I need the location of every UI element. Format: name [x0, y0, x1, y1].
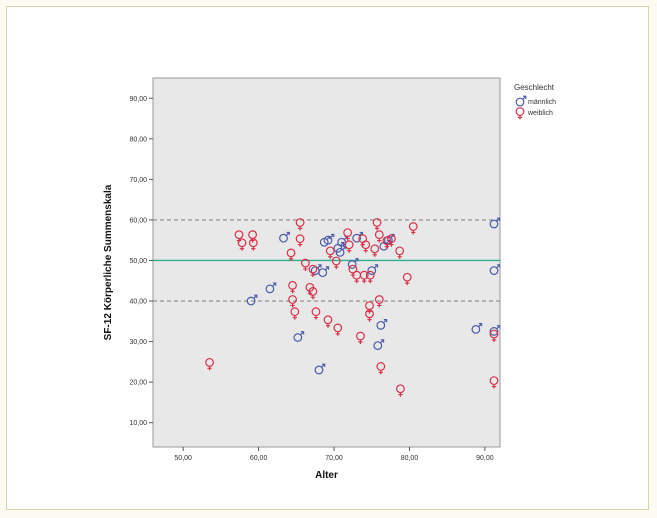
x-tick-label: 60,00 — [250, 455, 268, 462]
female-data-point — [365, 301, 374, 314]
male-data-point — [489, 264, 501, 276]
female-data-point — [361, 240, 371, 253]
female-data-point — [386, 234, 396, 247]
female-data-point — [370, 244, 380, 257]
female-data-point — [396, 384, 405, 397]
female-data-point — [408, 222, 418, 235]
female-data-point — [359, 270, 369, 284]
legend: Geschlecht männlich weiblich — [514, 83, 556, 120]
legend-entry-label: weiblich — [527, 110, 553, 117]
male-data-point — [318, 266, 330, 278]
male-data-point — [471, 323, 483, 334]
male-data-point — [347, 258, 359, 269]
female-data-point — [311, 307, 321, 320]
female-data-point — [288, 280, 297, 294]
male-data-point — [246, 294, 258, 306]
data-points — [205, 217, 501, 397]
female-data-point — [248, 238, 258, 251]
plot-area — [152, 77, 501, 448]
female-data-point — [402, 272, 412, 286]
female-data-point — [308, 264, 318, 278]
legend-entries: männlich weiblich — [515, 95, 556, 120]
axes: 10,00 20,00 30,00 40,00 50,00 60,00 70,00 80,00… — [129, 96, 493, 462]
y-tick-label: 60,00 — [129, 217, 147, 224]
y-tick-label: 30,00 — [129, 339, 147, 346]
female-data-point — [290, 307, 300, 320]
x-tick-label: 90,00 — [476, 455, 494, 462]
y-tick-label: 70,00 — [129, 177, 147, 184]
y-tick-label: 50,00 — [129, 258, 147, 265]
female-data-point — [295, 234, 305, 247]
male-data-point — [352, 231, 364, 243]
female-data-point — [376, 362, 386, 375]
male-data-point — [265, 282, 277, 294]
female-data-point — [325, 246, 335, 259]
female-data-point — [300, 258, 310, 272]
female-data-point — [343, 228, 353, 241]
female-data-point — [365, 270, 375, 284]
female-data-point — [382, 236, 392, 249]
female-data-point — [333, 323, 343, 336]
x-tick-label: 70,00 — [325, 455, 343, 462]
female-data-point — [489, 329, 499, 342]
y-tick-label: 20,00 — [129, 380, 147, 387]
female-data-point — [308, 287, 318, 300]
female-data-point — [286, 248, 296, 261]
y-axis-title: SF-12 Körperliche Summenskala — [103, 184, 114, 340]
male-data-point — [314, 363, 326, 375]
female-data-point — [205, 357, 214, 371]
male-data-point — [489, 217, 501, 229]
male-data-point — [279, 231, 290, 243]
y-tick-label: 10,00 — [129, 420, 147, 427]
male-data-point — [367, 264, 379, 276]
male-data-point — [376, 319, 388, 330]
male-data-point — [373, 339, 385, 351]
female-data-point — [295, 218, 305, 231]
female-data-point — [331, 256, 341, 269]
female-data-point — [395, 246, 405, 259]
female-data-point — [344, 240, 354, 253]
x-tick-label: 80,00 — [401, 455, 419, 462]
female-data-point — [323, 315, 333, 328]
y-tick-label: 40,00 — [129, 299, 147, 306]
male-data-point — [489, 325, 501, 336]
female-data-point — [237, 238, 247, 251]
female-data-point — [372, 218, 382, 231]
y-tick-label: 80,00 — [129, 136, 147, 143]
x-tick-label: 50,00 — [174, 455, 192, 462]
legend-entry-label: männlich — [528, 99, 556, 106]
female-data-point — [288, 295, 297, 308]
male-data-point — [323, 233, 335, 245]
x-axis-title: Alter — [315, 470, 338, 481]
male-data-point — [293, 331, 305, 342]
female-data-point — [374, 295, 384, 308]
male-data-point — [335, 246, 347, 257]
female-icon — [515, 107, 525, 120]
male-icon — [515, 95, 527, 107]
female-data-point — [356, 331, 365, 345]
y-tick-label: 90,00 — [129, 96, 147, 103]
female-data-point — [374, 230, 384, 243]
reference-lines — [153, 219, 500, 302]
legend-title: Geschlecht — [514, 83, 555, 92]
female-data-point — [489, 376, 499, 389]
